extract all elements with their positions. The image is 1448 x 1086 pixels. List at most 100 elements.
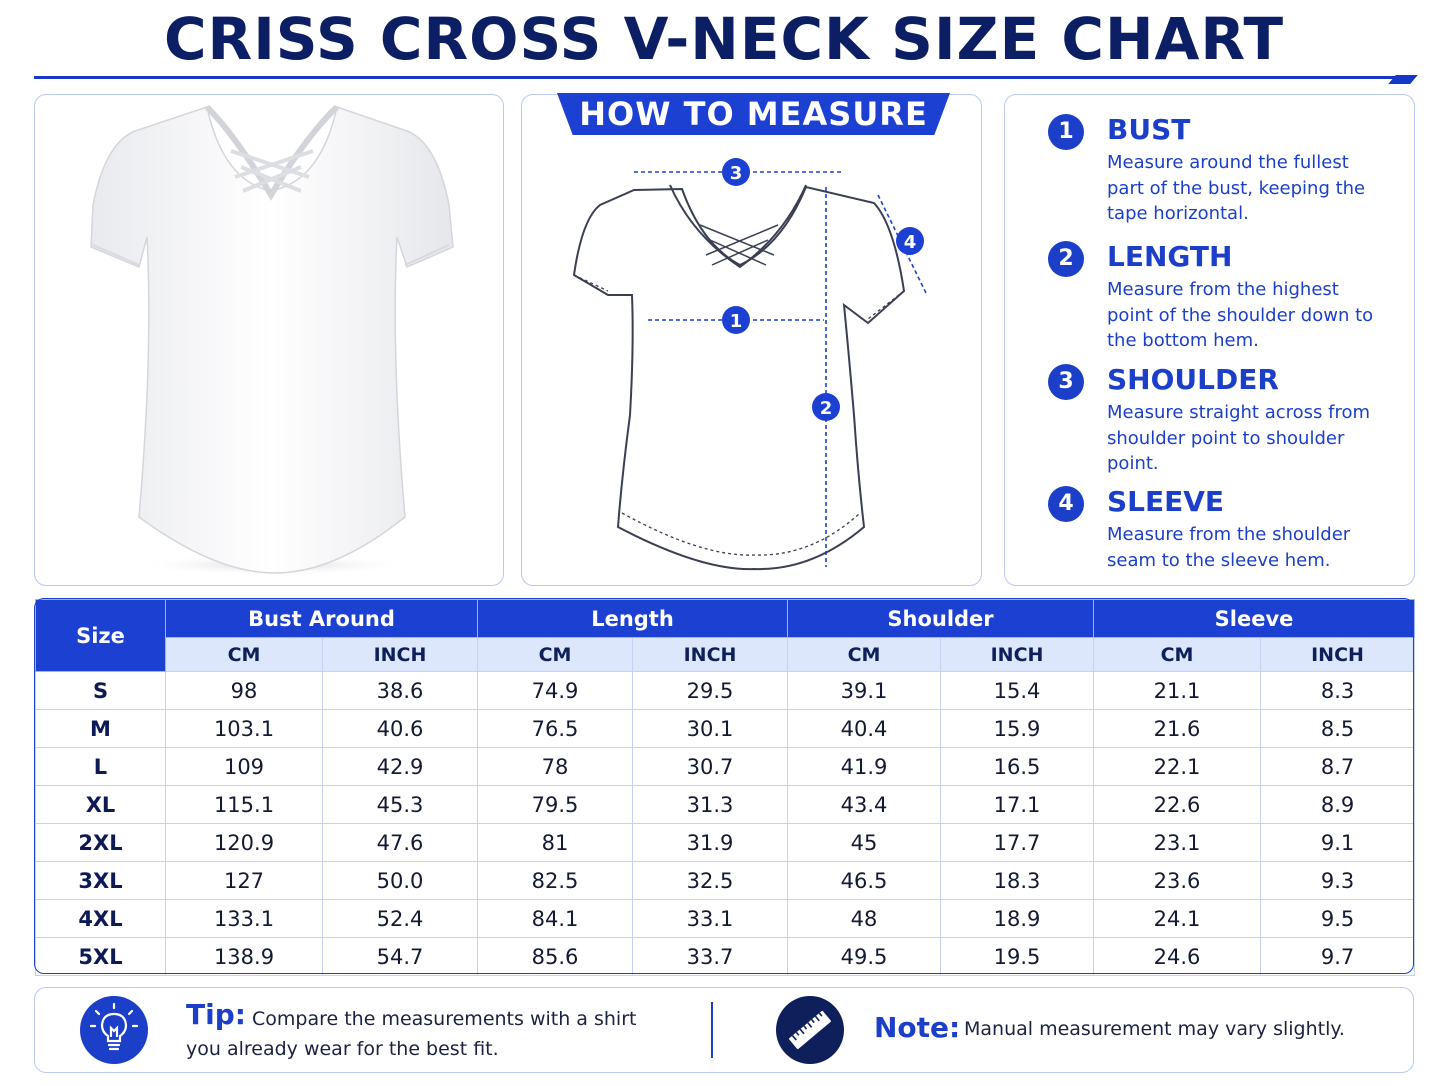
table-cell: 9.3 — [1260, 861, 1416, 900]
table-cell: 8.7 — [1260, 747, 1416, 786]
unit-header: INCH — [1260, 637, 1416, 672]
table-cell: 85.6 — [477, 937, 633, 976]
unit-header: CM — [477, 637, 633, 672]
step-title: BUST — [1107, 113, 1191, 146]
table-row: L 109 42.9 78 30.7 41.9 16.5 22.1 8.7 — [35, 747, 1416, 786]
unit-header: CM — [165, 637, 323, 672]
unit-header: INCH — [940, 637, 1095, 672]
table-cell: 40.4 — [787, 709, 942, 748]
table-row: M 103.1 40.6 76.5 30.1 40.4 15.9 21.6 8.… — [35, 709, 1416, 748]
table-cell: 33.7 — [631, 937, 789, 976]
table-cell: 47.6 — [322, 823, 478, 862]
table-cell: 23.1 — [1093, 823, 1262, 862]
table-cell: 18.3 — [940, 861, 1095, 900]
table-cell: 8.5 — [1260, 709, 1416, 748]
table-cell: 9.5 — [1260, 899, 1416, 938]
table-cell: 109 — [165, 747, 323, 786]
size-cell: M — [35, 709, 166, 748]
group-header-sleeve: Sleeve — [1093, 599, 1416, 638]
size-cell: XL — [35, 785, 166, 824]
tshirt-photo — [90, 104, 454, 575]
step-description: Measure from the shoulder seam to the sl… — [1107, 524, 1351, 571]
step-description: Measure straight across from shoulder po… — [1107, 402, 1371, 474]
table-cell: 8.3 — [1260, 671, 1416, 710]
table-cell: 21.1 — [1093, 671, 1262, 710]
table-cell: 45.3 — [322, 785, 478, 824]
table-cell: 52.4 — [322, 899, 478, 938]
step-number-badge: 4 — [1048, 486, 1084, 522]
unit-header: CM — [787, 637, 942, 672]
table-row: S 98 38.6 74.9 29.5 39.1 15.4 21.1 8.3 — [35, 671, 1416, 710]
table-cell: 18.9 — [940, 899, 1095, 938]
step-description: Measure from the highest point of the sh… — [1107, 279, 1374, 351]
table-cell: 9.1 — [1260, 823, 1416, 862]
table-cell: 48 — [787, 899, 942, 938]
table-cell: 31.9 — [631, 823, 789, 862]
table-cell: 23.6 — [1093, 861, 1262, 900]
table-cell: 43.4 — [787, 785, 942, 824]
table-cell: 24.6 — [1093, 937, 1262, 976]
table-cell: 17.7 — [940, 823, 1095, 862]
table-cell: 30.1 — [631, 709, 789, 748]
table-row: 4XL 133.1 52.4 84.1 33.1 48 18.9 24.1 9.… — [35, 899, 1416, 938]
size-table: Size Bust Around Length Shoulder Sleeve … — [35, 599, 1416, 976]
size-cell: L — [35, 747, 166, 786]
note-label: Note: — [874, 1011, 961, 1044]
table-cell: 24.1 — [1093, 899, 1262, 938]
step-number-badge: 3 — [1048, 364, 1084, 400]
table-cell: 81 — [477, 823, 633, 862]
step-title: LENGTH — [1107, 240, 1233, 273]
step-number-badge: 1 — [1048, 114, 1084, 150]
group-header-shoulder: Shoulder — [787, 599, 1095, 638]
table-cell: 103.1 — [165, 709, 323, 748]
table-cell: 22.1 — [1093, 747, 1262, 786]
marker-1-label: 1 — [730, 311, 743, 332]
table-cell: 49.5 — [787, 937, 942, 976]
step-shoulder: 3 SHOULDER Measure straight across from … — [1048, 360, 1398, 480]
group-header-length: Length — [476, 599, 789, 638]
table-cell: 78 — [477, 747, 633, 786]
table-cell: 8.9 — [1260, 785, 1416, 824]
marker-4-label: 4 — [904, 232, 917, 253]
table-cell: 17.1 — [940, 785, 1095, 824]
table-cell: 15.9 — [940, 709, 1095, 748]
table-cell: 54.7 — [322, 937, 478, 976]
step-description: Measure around the fullest part of the b… — [1107, 152, 1366, 224]
lightbulb-icon — [80, 996, 148, 1064]
table-cell: 21.6 — [1093, 709, 1262, 748]
table-cell: 84.1 — [477, 899, 633, 938]
product-photo-card — [34, 94, 504, 586]
table-cell: 22.6 — [1093, 785, 1262, 824]
table-cell: 115.1 — [165, 785, 323, 824]
size-cell: 4XL — [35, 899, 166, 938]
size-column-header: Size — [35, 599, 166, 672]
step-bust: 1 BUST Measure around the fullest part o… — [1048, 110, 1398, 230]
tip-label: Tip: — [186, 998, 246, 1031]
table-cell: 29.5 — [631, 671, 789, 710]
footer-box — [34, 987, 1414, 1073]
unit-header: INCH — [322, 637, 478, 672]
table-cell: 15.4 — [940, 671, 1095, 710]
tip-text: Compare the measurements with a shirt yo… — [186, 1008, 637, 1060]
tshirt-measure-diagram: 3 1 2 4 — [572, 158, 927, 571]
footer-divider — [711, 1002, 713, 1058]
step-title: SLEEVE — [1107, 485, 1225, 518]
unit-header: INCH — [631, 637, 789, 672]
size-cell: S — [35, 671, 166, 710]
table-cell: 39.1 — [787, 671, 942, 710]
group-header-bust: Bust Around — [165, 599, 478, 638]
size-cell: 2XL — [35, 823, 166, 862]
table-cell: 31.3 — [631, 785, 789, 824]
step-number-badge: 2 — [1048, 241, 1084, 277]
unit-header: CM — [1093, 637, 1262, 672]
table-cell: 82.5 — [477, 861, 633, 900]
size-cell: 5XL — [35, 937, 166, 976]
step-sleeve: 4 SLEEVE Measure from the shoulder seam … — [1048, 482, 1398, 577]
step-title: SHOULDER — [1107, 363, 1279, 396]
table-cell: 98 — [165, 671, 323, 710]
ruler-icon — [776, 996, 844, 1064]
table-cell: 127 — [165, 861, 323, 900]
table-cell: 33.1 — [631, 899, 789, 938]
table-cell: 76.5 — [477, 709, 633, 748]
marker-3-label: 3 — [730, 163, 743, 184]
